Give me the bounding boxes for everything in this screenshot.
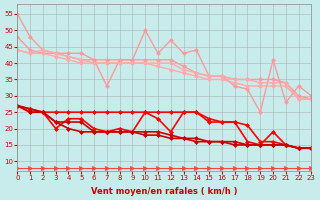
X-axis label: Vent moyen/en rafales ( km/h ): Vent moyen/en rafales ( km/h ) xyxy=(91,187,238,196)
